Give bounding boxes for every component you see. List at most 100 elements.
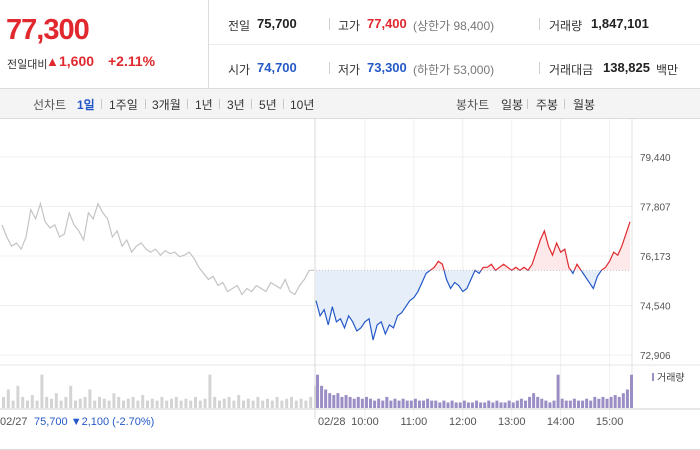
divider — [539, 62, 540, 74]
volume-bar — [515, 400, 519, 408]
divider — [219, 99, 220, 109]
volume-bar — [344, 395, 348, 408]
volume-bar — [78, 398, 82, 408]
divider — [208, 0, 209, 88]
volume-bar — [613, 395, 617, 408]
low-value: 73,300 — [367, 60, 407, 75]
volume-bar — [499, 402, 503, 408]
volume-bar — [314, 385, 317, 408]
volume-bar — [552, 400, 556, 408]
volume-bar — [170, 398, 173, 408]
period-3y-button[interactable]: 3년 — [227, 98, 245, 112]
volume-bar — [275, 396, 279, 408]
volume-bar — [16, 385, 20, 408]
volume-bar — [320, 385, 324, 408]
price-chart[interactable]: 79,440 77,807 76,173 74,540 72,906 거래량 02/27… — [0, 119, 700, 449]
x-tick-label: 10:00 — [351, 416, 379, 428]
volume-bar — [213, 396, 217, 408]
down-area-fill — [316, 270, 602, 341]
volume-bar — [393, 398, 397, 408]
volume-bar — [165, 400, 169, 408]
volume-bar — [45, 396, 49, 408]
volume-bar — [507, 400, 511, 408]
period-1w-button[interactable]: 1주일 — [109, 98, 138, 112]
y-tick-label: 72,906 — [640, 351, 671, 362]
volume-bar — [352, 398, 356, 408]
candle-monthly-button[interactable]: 월봉 — [573, 98, 596, 112]
prev-day-date: 02/27 — [0, 416, 28, 428]
volume-bar — [88, 389, 92, 408]
volume-bar — [131, 396, 135, 408]
volume-bar — [442, 400, 446, 408]
volume-bar — [348, 396, 352, 408]
volume-bar — [540, 398, 544, 408]
volume-bar — [64, 396, 68, 408]
volume-bar — [21, 396, 25, 408]
volume-bar — [59, 400, 63, 408]
volume-bar — [280, 400, 284, 408]
volume-bar — [479, 402, 483, 408]
volume-bar — [528, 396, 532, 408]
volume-bar — [364, 396, 368, 408]
volume-legend: 거래량 — [657, 372, 685, 384]
up-area-fill — [316, 221, 630, 271]
candle-daily-button[interactable]: 일봉 — [501, 98, 524, 112]
volume-bar — [422, 400, 426, 408]
volume-bar — [6, 389, 10, 408]
x-tick-label: 14:00 — [547, 416, 575, 428]
open-value: 74,700 — [257, 60, 297, 75]
volume-bar — [256, 396, 260, 408]
period-3m-button[interactable]: 3개월 — [152, 98, 181, 112]
divider — [539, 18, 540, 30]
volume-bar — [98, 396, 101, 408]
period-1y-button[interactable]: 1년 — [195, 98, 213, 112]
amount-unit: 백만 — [656, 63, 679, 77]
volume-bar — [434, 400, 438, 408]
volume-bar — [126, 398, 130, 408]
price-line-up — [429, 221, 631, 271]
volume-value: 1,847,101 — [591, 16, 649, 31]
volume-bar — [544, 400, 548, 408]
volume-bar — [261, 400, 265, 408]
volume-bar — [405, 400, 409, 408]
volume-bar — [35, 400, 39, 408]
period-10y-button[interactable]: 10년 — [290, 98, 315, 112]
volume-bar — [83, 396, 87, 408]
change-percent: +2.11% — [108, 53, 156, 69]
prev-day-line — [1, 201, 314, 296]
volume-bar — [593, 396, 597, 408]
volume-bar — [50, 398, 53, 408]
volume-bar — [294, 400, 298, 408]
period-5y-button[interactable]: 5년 — [259, 98, 277, 112]
volume-bar — [227, 396, 231, 408]
volume-bar — [26, 400, 29, 408]
divider — [329, 18, 330, 30]
prev-close-label: 전일 — [228, 19, 251, 33]
volume-bar — [417, 400, 421, 408]
volume-bar — [523, 400, 527, 408]
volume-bar — [332, 395, 336, 408]
volume-bar — [270, 400, 274, 408]
period-1d-button[interactable]: 1일 — [77, 98, 95, 112]
volume-bar — [208, 374, 212, 408]
volume-bar — [174, 396, 178, 408]
volume-bar — [458, 402, 462, 408]
up-arrow-icon: ▲ — [46, 54, 59, 69]
volume-bar — [470, 402, 474, 408]
volume-bar — [605, 398, 609, 408]
volume-bar — [356, 396, 360, 408]
candle-weekly-button[interactable]: 주봉 — [536, 98, 559, 112]
high-label: 고가 — [338, 19, 361, 33]
volume-bar — [304, 400, 308, 408]
y-tick-label: 76,173 — [640, 252, 671, 263]
volume-bar — [74, 400, 77, 408]
upper-limit: (상한가 98,400) — [413, 19, 495, 33]
volume-bar — [548, 402, 552, 408]
prev-close-value: 75,700 — [257, 16, 297, 31]
volume-bar — [309, 396, 313, 408]
divider — [251, 99, 252, 109]
divider — [527, 99, 528, 109]
x-tick-label: 13:00 — [498, 416, 526, 428]
volume-bar — [336, 393, 340, 408]
prev-day-summary: 75,700 ▼2,100 (-2.70%) — [34, 416, 154, 428]
